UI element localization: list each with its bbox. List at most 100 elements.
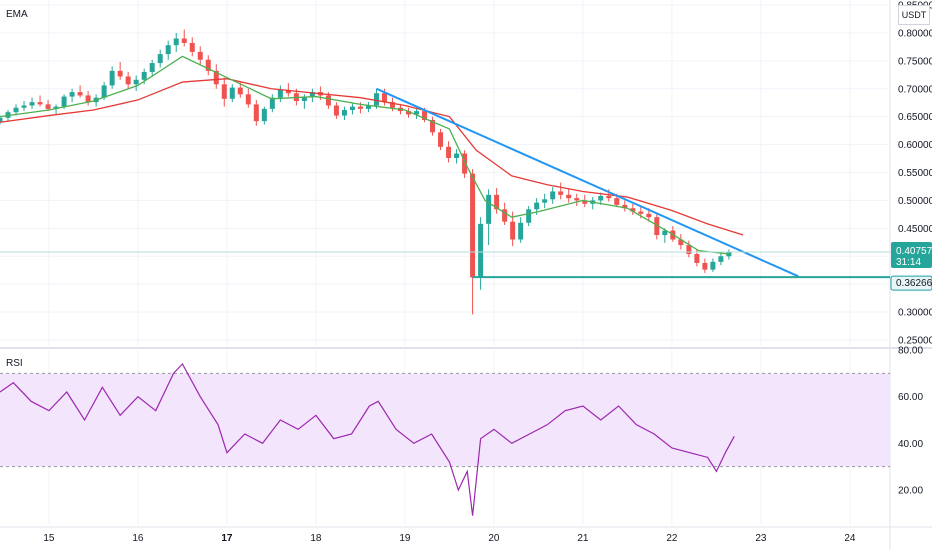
price-tick-label: 0.70000 bbox=[898, 84, 932, 95]
candle-body bbox=[253, 104, 259, 122]
candle-body bbox=[109, 70, 115, 86]
candle-body bbox=[333, 105, 339, 116]
price-axis[interactable]: 0.250000.300000.350000.400000.450000.500… bbox=[898, 1, 932, 347]
candle-body bbox=[574, 198, 580, 201]
time-tick-label: 16 bbox=[132, 533, 144, 544]
candle-body bbox=[422, 111, 428, 121]
time-axis[interactable]: 15 16 17 18 19 20 21 22 23 24 bbox=[43, 533, 856, 544]
candle-body bbox=[213, 70, 219, 85]
candle-body bbox=[245, 94, 251, 105]
candle-body bbox=[205, 59, 211, 71]
candle-body bbox=[486, 194, 492, 224]
price-tick-label: 0.45000 bbox=[898, 224, 932, 235]
time-tick-label: 18 bbox=[310, 533, 322, 544]
candle-body bbox=[566, 194, 572, 199]
price-tick-label: 0.60000 bbox=[898, 140, 932, 151]
candle-body bbox=[117, 70, 123, 77]
candle-body bbox=[341, 109, 347, 116]
rsi-label[interactable]: RSI bbox=[6, 358, 23, 369]
candle-body bbox=[518, 222, 524, 240]
candle-body bbox=[365, 105, 371, 109]
candle-body bbox=[261, 108, 267, 122]
price-tick-label: 0.65000 bbox=[898, 112, 932, 123]
candle-body bbox=[125, 76, 131, 85]
ema-fast-line bbox=[0, 55, 729, 255]
candle-body bbox=[606, 195, 612, 199]
candle-body bbox=[389, 102, 395, 108]
candle-body bbox=[189, 42, 195, 52]
candles bbox=[0, 29, 732, 315]
candle-body bbox=[662, 230, 668, 236]
candle-body bbox=[598, 195, 604, 201]
candle-body bbox=[470, 173, 476, 278]
candle-body bbox=[406, 111, 412, 115]
candle-body bbox=[510, 221, 516, 240]
candle-body bbox=[718, 256, 724, 262]
ema-label[interactable]: EMA bbox=[6, 9, 28, 20]
candle-body bbox=[654, 217, 660, 236]
candle-body bbox=[702, 262, 708, 270]
candle-body bbox=[45, 104, 51, 109]
price-tick-label: 0.25000 bbox=[898, 336, 932, 347]
ema-slow-line bbox=[0, 78, 744, 236]
candle-body bbox=[0, 117, 3, 123]
candle-body bbox=[414, 111, 420, 115]
candle-body bbox=[614, 198, 620, 205]
rsi-band-fill bbox=[0, 373, 890, 467]
candle-body bbox=[678, 239, 684, 246]
candle-body bbox=[133, 79, 139, 85]
rsi-axis[interactable]: 20.00 40.00 60.00 80.00 bbox=[898, 346, 923, 497]
time-tick-label: 20 bbox=[488, 533, 500, 544]
rsi-tick-label: 80.00 bbox=[898, 346, 923, 357]
candle-body bbox=[381, 93, 387, 103]
candle-body bbox=[77, 92, 83, 96]
candle-body bbox=[454, 153, 460, 158]
time-tick-label: 15 bbox=[43, 533, 55, 544]
candle-body bbox=[622, 204, 628, 209]
candle-body bbox=[542, 199, 548, 203]
candle-body bbox=[430, 120, 436, 133]
candle-body bbox=[229, 87, 235, 99]
candle-body bbox=[686, 245, 692, 255]
price-tick-label: 0.75000 bbox=[898, 56, 932, 67]
candle-body bbox=[638, 211, 644, 214]
time-tick-label: 24 bbox=[844, 533, 856, 544]
candle-body bbox=[37, 102, 43, 105]
candle-body bbox=[269, 97, 275, 109]
candle-body bbox=[534, 202, 540, 210]
candle-body bbox=[582, 200, 588, 204]
candle-body bbox=[630, 208, 636, 212]
candle-body bbox=[301, 96, 307, 102]
candle-body bbox=[61, 96, 67, 107]
level-tag bbox=[890, 275, 932, 291]
candle-body bbox=[478, 223, 484, 278]
candle-body bbox=[357, 106, 363, 109]
candle-body bbox=[646, 213, 652, 218]
candle-body bbox=[141, 72, 147, 80]
indicator-lines bbox=[0, 55, 890, 279]
candle-body bbox=[29, 102, 35, 106]
rsi-band bbox=[0, 372, 890, 468]
candle-body bbox=[21, 105, 27, 108]
candle-body bbox=[85, 95, 91, 103]
trendline bbox=[376, 87, 799, 278]
currency-badge[interactable]: USDT bbox=[898, 5, 930, 25]
time-tick-label: 23 bbox=[755, 533, 767, 544]
time-tick-label: 21 bbox=[577, 533, 589, 544]
candle-body bbox=[149, 63, 155, 72]
rsi-tick-label: 60.00 bbox=[898, 392, 923, 403]
candle-body bbox=[173, 38, 179, 46]
candle-body bbox=[277, 89, 283, 98]
candle-body bbox=[285, 89, 291, 94]
candle-body bbox=[309, 92, 315, 97]
price-tick-label: 0.80000 bbox=[898, 28, 932, 39]
time-tick-label: 22 bbox=[666, 533, 678, 544]
candle-body bbox=[710, 261, 716, 270]
candle-body bbox=[462, 153, 468, 174]
candle-body bbox=[438, 132, 444, 147]
candle-body bbox=[165, 45, 171, 55]
